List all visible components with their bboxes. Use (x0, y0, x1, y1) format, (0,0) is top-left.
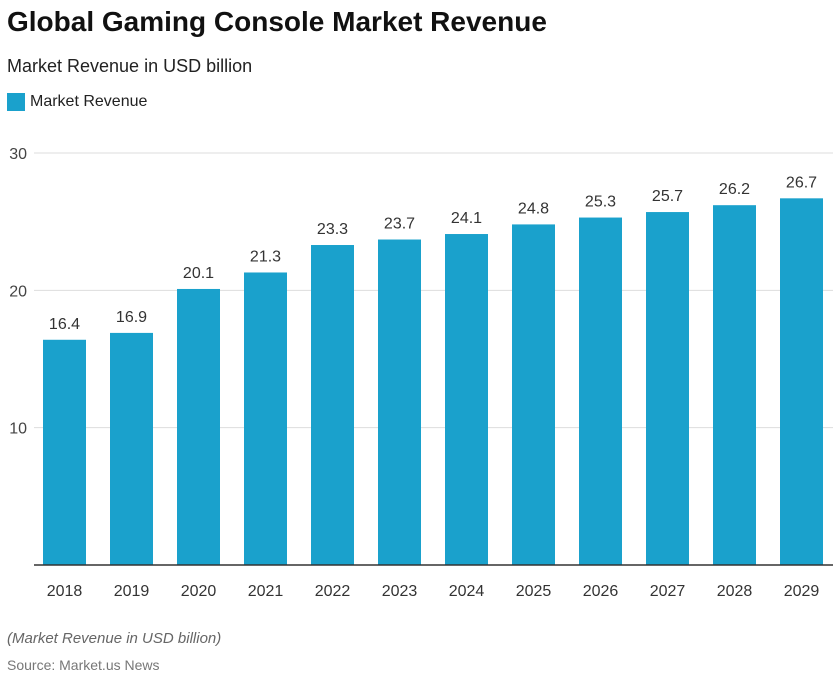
bar (780, 198, 823, 565)
data-label: 23.3 (317, 221, 348, 238)
x-tick-label: 2022 (315, 583, 351, 600)
data-label: 25.7 (652, 188, 683, 205)
source: Source: Market.us News (7, 657, 160, 673)
data-label: 16.9 (116, 309, 147, 326)
x-tick-label: 2021 (248, 583, 284, 600)
x-tick-label: 2023 (382, 583, 418, 600)
data-label: 24.1 (451, 210, 482, 227)
chart-subtitle: Market Revenue in USD billion (7, 56, 253, 76)
x-tick-label: 2019 (114, 583, 150, 600)
chart-title: Global Gaming Console Market Revenue (7, 6, 547, 37)
bar (378, 239, 421, 565)
data-label: 21.3 (250, 248, 281, 265)
bar (311, 245, 354, 565)
x-tick-label: 2025 (516, 583, 552, 600)
legend: Market Revenue (7, 93, 147, 111)
bar (445, 234, 488, 565)
x-tick-label: 2028 (717, 583, 753, 600)
legend-swatch (7, 93, 25, 111)
bar (713, 205, 756, 566)
x-tick-label: 2029 (784, 583, 820, 600)
data-label: 26.7 (786, 174, 817, 191)
y-tick-label: 30 (9, 146, 27, 163)
legend-label: Market Revenue (30, 93, 148, 110)
data-label: 26.2 (719, 181, 750, 198)
bar (512, 224, 555, 565)
bar (43, 339, 86, 565)
data-label: 23.7 (384, 216, 415, 233)
bar (646, 212, 689, 565)
x-tick-label: 2020 (181, 583, 217, 600)
x-tick-label: 2026 (583, 583, 619, 600)
data-label: 24.8 (518, 200, 549, 217)
y-tick-label: 20 (9, 283, 27, 300)
x-tick-label: 2027 (650, 583, 686, 600)
x-tick-label: 2024 (449, 583, 485, 600)
data-label: 20.1 (183, 265, 214, 282)
data-label: 16.4 (49, 316, 80, 333)
bar (244, 272, 287, 565)
data-label: 25.3 (585, 194, 616, 211)
y-tick-label: 10 (9, 421, 27, 438)
bar (177, 288, 220, 565)
footnote: (Market Revenue in USD billion) (7, 630, 222, 647)
bar (579, 217, 622, 565)
x-tick-label: 2018 (47, 583, 83, 600)
bar (110, 332, 153, 565)
